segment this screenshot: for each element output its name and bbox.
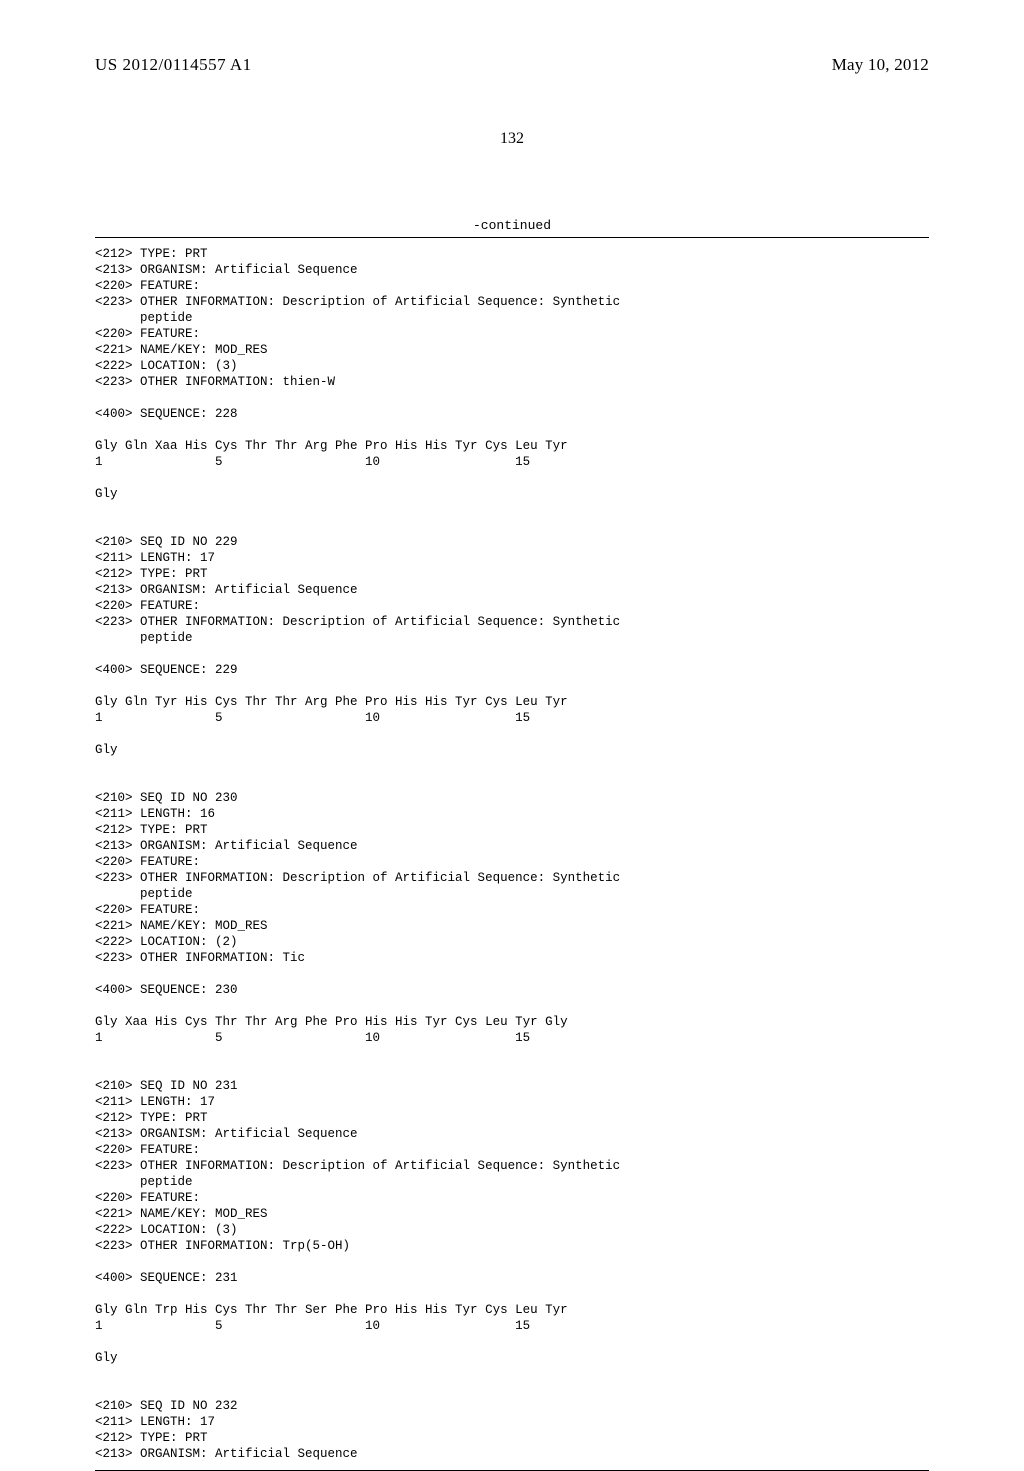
- tag-line: <221> NAME/KEY: MOD_RES: [95, 1206, 929, 1222]
- blank-line: [95, 774, 929, 790]
- tag-line: <211> LENGTH: 17: [95, 1094, 929, 1110]
- tag-line: <220> FEATURE:: [95, 902, 929, 918]
- sequence-header: <400> SEQUENCE: 231: [95, 1270, 929, 1286]
- blank-line: [95, 1046, 929, 1062]
- blank-line: [95, 422, 929, 438]
- blank-line: [95, 758, 929, 774]
- sequence-residues: Gly: [95, 486, 929, 502]
- blank-line: [95, 390, 929, 406]
- page-number: 132: [95, 130, 929, 148]
- publication-date: May 10, 2012: [832, 55, 929, 75]
- sequence-residues: Gly Gln Xaa His Cys Thr Thr Arg Phe Pro …: [95, 438, 929, 454]
- tag-line: <210> SEQ ID NO 229: [95, 534, 929, 550]
- tag-line: <223> OTHER INFORMATION: Description of …: [95, 294, 929, 310]
- tag-line: <220> FEATURE:: [95, 598, 929, 614]
- tag-line: <221> NAME/KEY: MOD_RES: [95, 342, 929, 358]
- blank-line: [95, 726, 929, 742]
- tag-line: <221> NAME/KEY: MOD_RES: [95, 918, 929, 934]
- blank-line: [95, 1382, 929, 1398]
- sequence-residues: Gly Gln Tyr His Cys Thr Thr Arg Phe Pro …: [95, 694, 929, 710]
- tag-line: <222> LOCATION: (3): [95, 1222, 929, 1238]
- tag-line: <210> SEQ ID NO 230: [95, 790, 929, 806]
- blank-line: [95, 1286, 929, 1302]
- tag-line: peptide: [95, 1174, 929, 1190]
- tag-line: <213> ORGANISM: Artificial Sequence: [95, 838, 929, 854]
- tag-line: <220> FEATURE:: [95, 1142, 929, 1158]
- tag-line: <222> LOCATION: (3): [95, 358, 929, 374]
- tag-line: <212> TYPE: PRT: [95, 566, 929, 582]
- tag-line: <220> FEATURE:: [95, 1190, 929, 1206]
- blank-line: [95, 646, 929, 662]
- tag-line: <222> LOCATION: (2): [95, 934, 929, 950]
- tag-line: <223> OTHER INFORMATION: Description of …: [95, 870, 929, 886]
- page: US 2012/0114557 A1 May 10, 2012 132 -con…: [0, 0, 1024, 1320]
- sequence-header: <400> SEQUENCE: 229: [95, 662, 929, 678]
- blank-line: [95, 1366, 929, 1382]
- sequence-numbers: 1 5 10 15: [95, 1030, 929, 1046]
- sequence-residues: Gly: [95, 1350, 929, 1366]
- sequence-listing: <212> TYPE: PRT<213> ORGANISM: Artificia…: [95, 246, 929, 1462]
- tag-line: <220> FEATURE:: [95, 854, 929, 870]
- tag-line: peptide: [95, 886, 929, 902]
- tag-line: <223> OTHER INFORMATION: thien-W: [95, 374, 929, 390]
- sequence-numbers: 1 5 10 15: [95, 454, 929, 470]
- tag-line: <211> LENGTH: 17: [95, 550, 929, 566]
- sequence-header: <400> SEQUENCE: 230: [95, 982, 929, 998]
- tag-line: <223> OTHER INFORMATION: Trp(5-OH): [95, 1238, 929, 1254]
- tag-line: <212> TYPE: PRT: [95, 1430, 929, 1446]
- tag-line: peptide: [95, 310, 929, 326]
- sequence-numbers: 1 5 10 15: [95, 710, 929, 726]
- sequence-residues: Gly: [95, 742, 929, 758]
- blank-line: [95, 966, 929, 982]
- tag-line: <223> OTHER INFORMATION: Tic: [95, 950, 929, 966]
- tag-line: <213> ORGANISM: Artificial Sequence: [95, 582, 929, 598]
- sequence-residues: Gly Xaa His Cys Thr Thr Arg Phe Pro His …: [95, 1014, 929, 1030]
- tag-line: <211> LENGTH: 17: [95, 1414, 929, 1430]
- blank-line: [95, 470, 929, 486]
- tag-line: <212> TYPE: PRT: [95, 1110, 929, 1126]
- blank-line: [95, 1254, 929, 1270]
- blank-line: [95, 1062, 929, 1078]
- tag-line: <213> ORGANISM: Artificial Sequence: [95, 1126, 929, 1142]
- continued-label: -continued: [95, 218, 929, 233]
- sequence-residues: Gly Gln Trp His Cys Thr Thr Ser Phe Pro …: [95, 1302, 929, 1318]
- tag-line: <213> ORGANISM: Artificial Sequence: [95, 1446, 929, 1462]
- tag-line: <212> TYPE: PRT: [95, 822, 929, 838]
- tag-line: <210> SEQ ID NO 231: [95, 1078, 929, 1094]
- page-header: US 2012/0114557 A1 May 10, 2012: [95, 55, 929, 75]
- tag-line: peptide: [95, 630, 929, 646]
- blank-line: [95, 518, 929, 534]
- publication-number: US 2012/0114557 A1: [95, 55, 252, 75]
- blank-line: [95, 678, 929, 694]
- top-rule: [95, 237, 929, 238]
- sequence-header: <400> SEQUENCE: 228: [95, 406, 929, 422]
- blank-line: [95, 502, 929, 518]
- sequence-numbers: 1 5 10 15: [95, 1318, 929, 1334]
- blank-line: [95, 998, 929, 1014]
- blank-line: [95, 1334, 929, 1350]
- tag-line: <212> TYPE: PRT: [95, 246, 929, 262]
- tag-line: <213> ORGANISM: Artificial Sequence: [95, 262, 929, 278]
- tag-line: <223> OTHER INFORMATION: Description of …: [95, 614, 929, 630]
- tag-line: <223> OTHER INFORMATION: Description of …: [95, 1158, 929, 1174]
- tag-line: <220> FEATURE:: [95, 278, 929, 294]
- tag-line: <211> LENGTH: 16: [95, 806, 929, 822]
- tag-line: <210> SEQ ID NO 232: [95, 1398, 929, 1414]
- tag-line: <220> FEATURE:: [95, 326, 929, 342]
